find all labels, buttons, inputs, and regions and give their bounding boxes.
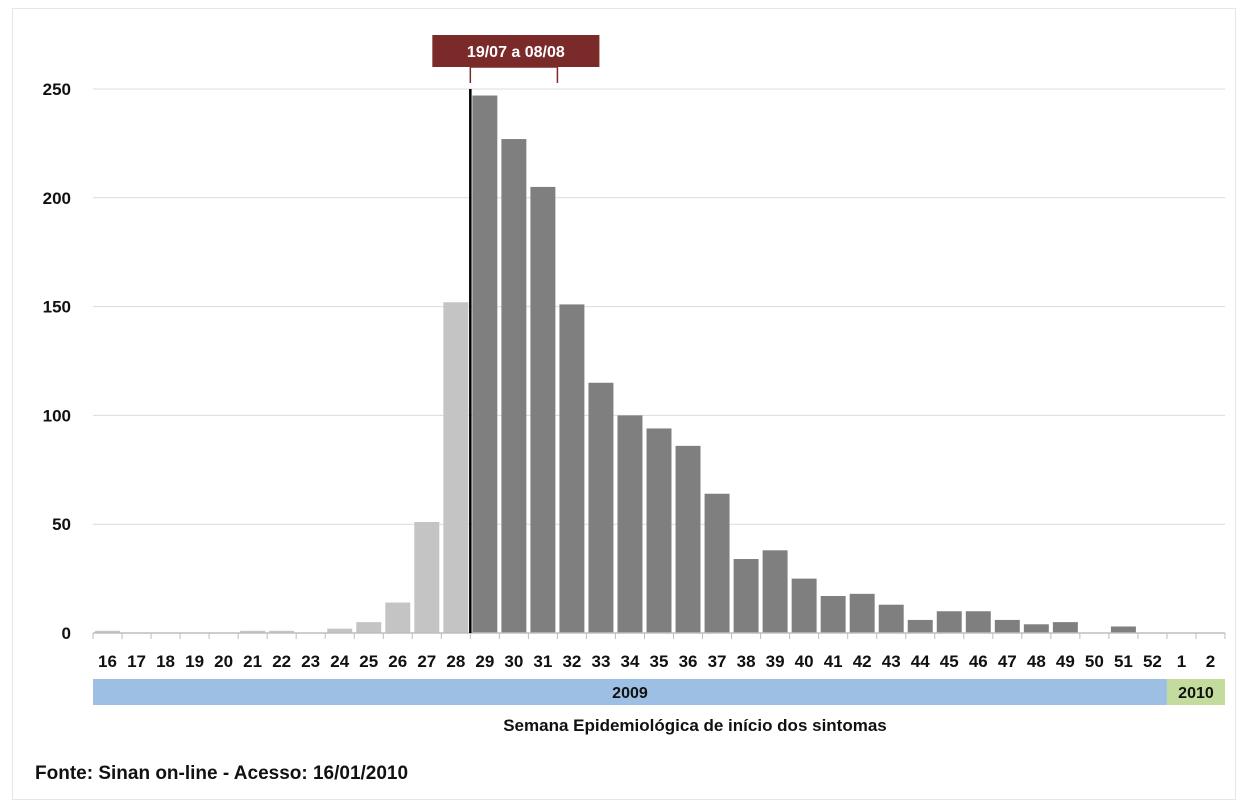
bar-week-27	[414, 522, 440, 633]
x-tick-label: 24	[330, 652, 349, 671]
x-tick-label: 42	[853, 652, 872, 671]
bar-week-38	[733, 559, 759, 633]
year-band-label: 2010	[1178, 685, 1214, 702]
year-bands: 2009 2010	[93, 679, 1225, 705]
year-band-2009	[93, 679, 1167, 705]
y-axis-ticks: 0 50 100 150 200 250	[43, 80, 71, 643]
bar-week-40	[791, 578, 817, 633]
x-tick-label: 48	[1027, 652, 1046, 671]
annotation: 19/07 a 08/08	[432, 35, 600, 83]
x-tick-label: 20	[214, 652, 233, 671]
x-tick-label: 40	[795, 652, 814, 671]
bar-week-49	[1052, 622, 1078, 633]
bar-week-26	[385, 602, 411, 633]
annotation-bracket	[469, 66, 559, 83]
bar-week-21	[240, 630, 266, 633]
x-tick-label: 16	[98, 652, 117, 671]
y-tick-label: 250	[43, 80, 71, 99]
y-tick-label: 200	[43, 189, 71, 208]
bar-week-34	[617, 415, 643, 633]
x-tick-label: 34	[621, 652, 640, 671]
x-tick-label: 45	[940, 652, 959, 671]
x-tick-label: 35	[650, 652, 669, 671]
annotation-label: 19/07 a 08/08	[467, 44, 565, 61]
year-band-2010	[1166, 679, 1225, 705]
x-tick-label: 23	[301, 652, 320, 671]
x-tick-label: 28	[446, 652, 465, 671]
bar-week-35	[646, 428, 672, 633]
x-tick-label: 27	[417, 652, 436, 671]
annotation-box	[432, 35, 600, 67]
x-tick-label: 36	[679, 652, 698, 671]
bar-week-44	[907, 619, 933, 633]
x-tick-label: 31	[533, 652, 552, 671]
bar-week-39	[762, 550, 788, 633]
bar-week-29	[472, 95, 498, 633]
x-tick-label: 41	[824, 652, 843, 671]
grid-lines	[93, 88, 1225, 525]
bar-week-36	[675, 445, 701, 633]
bar-week-43	[878, 604, 904, 633]
x-tick-label: 43	[882, 652, 901, 671]
x-tick-label: 51	[1114, 652, 1133, 671]
x-tick-label: 49	[1056, 652, 1075, 671]
chart-frame: 0 50 100 150 200 250 16 17 18 19 20 21 22 23 24 25 26 27…	[12, 8, 1236, 800]
x-axis-label: Semana Epidemiológica de início dos sint…	[503, 716, 887, 735]
x-tick-label: 25	[359, 652, 378, 671]
y-tick-label: 150	[43, 298, 71, 317]
x-tick-label: 32	[562, 652, 581, 671]
bar-week-48	[1023, 624, 1049, 633]
bar-week-30	[501, 139, 527, 633]
x-tick-label: 19	[185, 652, 204, 671]
bar-week-51	[1110, 626, 1136, 633]
bar-week-47	[994, 619, 1020, 633]
bar-week-37	[704, 493, 730, 633]
bar-week-46	[965, 611, 991, 633]
bar-week-42	[849, 593, 875, 633]
x-tick-label: 38	[737, 652, 756, 671]
x-tick-label: 33	[591, 652, 610, 671]
x-tick-label: 26	[388, 652, 407, 671]
x-axis-ticks: 16 17 18 19 20 21 22 23 24 25 26 27 28 29 30 31 32 33 34 35…	[98, 652, 1215, 671]
bar-week-31	[530, 186, 556, 634]
x-tick-label: 47	[998, 652, 1017, 671]
x-tick-label: 52	[1143, 652, 1162, 671]
x-tick-label: 21	[243, 652, 262, 671]
x-tick-label: 29	[475, 652, 494, 671]
bar-week-22	[269, 630, 295, 633]
x-tick-label: 1	[1177, 652, 1186, 671]
x-tick-label: 44	[911, 652, 930, 671]
x-tick-label: 50	[1085, 652, 1104, 671]
x-tick-label: 18	[156, 652, 175, 671]
x-tick-label: 22	[272, 652, 291, 671]
bar-week-33	[588, 382, 614, 633]
y-tick-label: 0	[62, 624, 71, 643]
x-tick-label: 2	[1206, 652, 1215, 671]
bar-week-16	[95, 630, 120, 633]
x-tick-label: 17	[127, 652, 146, 671]
bar-week-41	[820, 596, 846, 633]
bar-week-24	[327, 628, 353, 633]
bars	[95, 95, 1136, 634]
x-tick-label: 30	[504, 652, 523, 671]
y-tick-label: 100	[43, 406, 71, 425]
bar-week-45	[936, 611, 962, 633]
bar-week-25	[356, 622, 382, 633]
y-tick-label: 50	[52, 515, 71, 534]
source-note: Fonte: Sinan on-line - Acesso: 16/01/201…	[35, 763, 408, 784]
x-tick-label: 46	[969, 652, 988, 671]
x-axis	[92, 89, 1226, 639]
year-band-label: 2009	[612, 685, 648, 702]
bar-week-32	[559, 304, 585, 633]
bar-week-28	[443, 302, 469, 633]
x-tick-label: 37	[708, 652, 727, 671]
x-tick-label: 39	[766, 652, 785, 671]
